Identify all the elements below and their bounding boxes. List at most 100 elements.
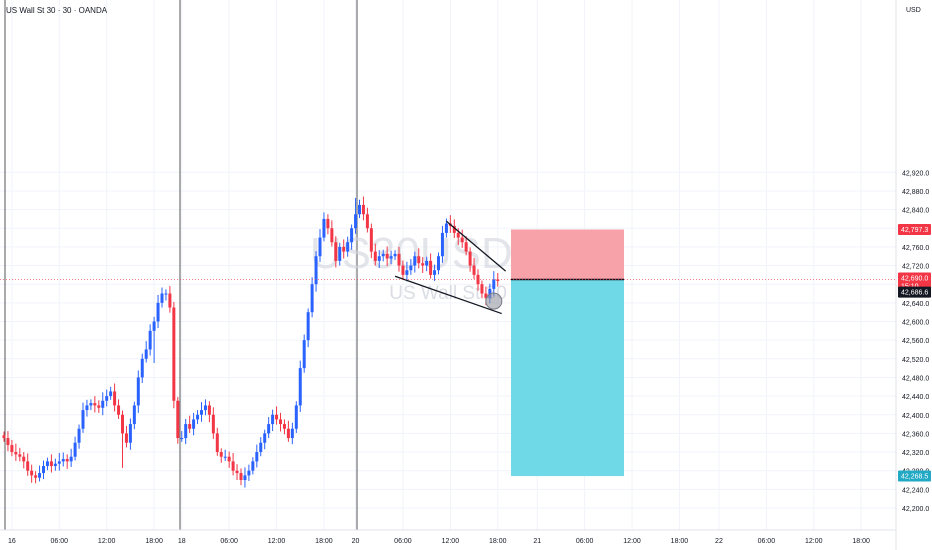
trendline-annotations[interactable] — [394, 220, 507, 315]
candle-body — [405, 270, 409, 275]
candle-body — [326, 218, 330, 229]
candle-body — [488, 288, 492, 299]
y-tick-label: 42,640.0 — [902, 301, 929, 308]
y-tick-label: 42,920.0 — [902, 170, 929, 177]
current-price-label: 42,690.0 — [901, 276, 928, 283]
y-tick-label: 42,360.0 — [902, 431, 929, 438]
time-axis[interactable]: 16 06:00 12:00 18:00 18 06:00 12:00 18:00 20 06:0… — [0, 529, 896, 545]
x-tick-label: 12:00 — [442, 538, 460, 545]
short-position-tool[interactable] — [511, 229, 624, 477]
candle-body — [255, 452, 259, 462]
candle-body — [389, 256, 393, 259]
candle-body — [128, 424, 132, 443]
target-price-tag-label: 42,268.5 — [901, 474, 928, 481]
candle-body — [231, 461, 235, 471]
candle-body — [148, 330, 152, 350]
candle-body — [286, 428, 290, 439]
candle-body — [53, 463, 57, 467]
candle-body — [176, 400, 180, 439]
candle-body — [235, 470, 239, 474]
candle-body — [267, 424, 271, 434]
y-tick-label: 42,520.0 — [902, 357, 929, 364]
candle-body — [251, 461, 255, 471]
candle-body — [132, 405, 136, 425]
candle-body — [369, 228, 373, 252]
candle-body — [10, 445, 14, 453]
y-tick-label: 42,840.0 — [902, 208, 929, 215]
candle-body — [373, 251, 377, 261]
x-tick-label: 16 — [8, 538, 16, 545]
x-tick-label: 18:00 — [315, 538, 333, 545]
x-tick-label: 06:00 — [576, 538, 594, 545]
y-tick-label: 42,760.0 — [902, 245, 929, 252]
candle-body — [354, 214, 358, 229]
stop-loss-zone — [511, 229, 624, 280]
candle-body — [203, 405, 207, 411]
y-tick-label: 42,720.0 — [902, 264, 929, 271]
candle-body — [425, 260, 429, 266]
candle-body — [460, 237, 464, 243]
candle-body — [215, 433, 219, 453]
candle-body — [152, 321, 156, 331]
candle-body — [136, 377, 140, 406]
circle-marker — [485, 292, 503, 310]
candle-body — [322, 218, 326, 238]
candle-body — [346, 242, 350, 252]
candle-body — [464, 242, 468, 252]
candle-body — [417, 256, 421, 264]
candle-body — [6, 438, 10, 446]
last-price-tag — [898, 286, 931, 298]
x-tick-label: 18 — [178, 538, 186, 545]
candle-body — [93, 403, 97, 406]
x-tick-label: 06:00 — [220, 538, 238, 545]
candle-body — [14, 452, 18, 455]
candle-body — [65, 459, 69, 462]
x-tick-label: 18:00 — [145, 538, 163, 545]
candle-body — [144, 349, 148, 359]
candle-body — [117, 405, 121, 415]
candle-body — [401, 265, 405, 275]
candle-body — [271, 414, 275, 425]
y-tick-label: 42,880.0 — [902, 189, 929, 196]
y-tick-label: 42,440.0 — [902, 394, 929, 401]
candle-body — [444, 223, 448, 233]
price-tags: 42,797.342,268.542,690.015:1042,686.6 — [0, 224, 931, 482]
candle-body — [57, 461, 61, 464]
candle-body — [61, 459, 65, 462]
x-tick-label: 12:00 — [98, 538, 116, 545]
candle-body — [263, 433, 267, 443]
candle-body — [290, 428, 294, 439]
candle-body — [140, 358, 144, 378]
candle-body — [338, 246, 342, 261]
x-tick-label: 12:00 — [623, 538, 641, 545]
candle-body — [413, 256, 417, 266]
candle-body — [377, 256, 381, 261]
candle-body — [211, 414, 215, 434]
candle-body — [219, 452, 223, 457]
y-tick-label: 42,600.0 — [902, 320, 929, 327]
candle-body — [113, 391, 117, 406]
target-price-tag — [898, 470, 931, 482]
candle-body — [223, 456, 227, 458]
candle-body — [124, 433, 128, 443]
candle-body — [468, 251, 472, 266]
candle-body — [247, 470, 251, 476]
x-tick-label: 18:00 — [852, 538, 870, 545]
symbol-header[interactable]: US Wall St 30 · 30 · OANDA — [6, 6, 108, 15]
trendline — [394, 275, 502, 315]
candle-body — [397, 253, 401, 266]
x-tick-label: 18:00 — [671, 538, 689, 545]
last-price-label: 42,686.6 — [901, 290, 928, 297]
candle-body — [2, 435, 6, 439]
candle-body — [298, 368, 302, 406]
trendline — [445, 220, 507, 272]
candle-body — [30, 470, 34, 476]
x-tick-label: 12:00 — [805, 538, 823, 545]
candlestick-series — [2, 196, 500, 488]
candle-body — [188, 424, 192, 429]
candle-body — [409, 265, 413, 271]
candle-body — [259, 442, 263, 453]
candle-body — [160, 293, 164, 303]
candle-body — [314, 256, 318, 285]
